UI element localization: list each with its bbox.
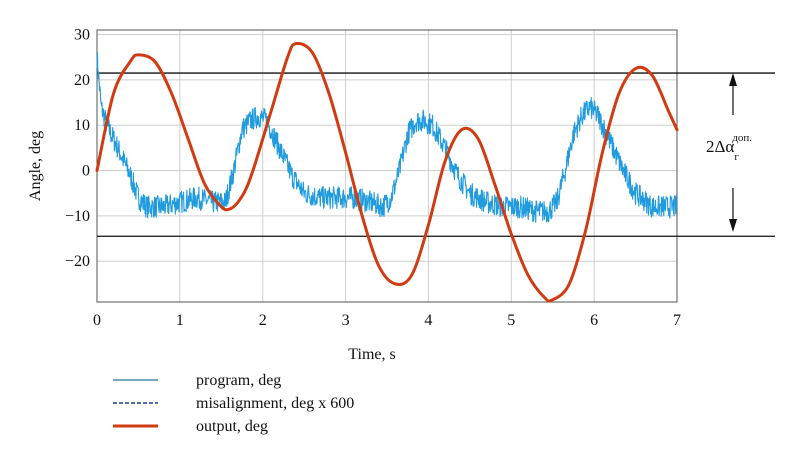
y-tick-label: 0 [82,163,90,180]
y-tick-label: 20 [74,72,90,89]
legend: program, deg misalignment, deg x 600 outpu… [113,372,354,435]
y-tick-label: −20 [65,253,90,270]
series-output-line [95,41,679,303]
x-tick-label: 7 [673,312,681,329]
x-tick-label: 5 [507,312,515,329]
tolerance-label-main: 2Δα [706,137,734,156]
tolerance-annotation: 2Δαг доп. [706,73,752,232]
y-axis-title: Angle, deg [27,131,44,201]
x-tick-label: 2 [259,312,267,329]
series-program-line [96,52,678,223]
y-tick-label: −10 [65,208,90,225]
legend-label: program, deg [196,372,281,389]
tick-labels: 0 1 2 3 4 5 6 7 −20 −10 0 10 20 30 [65,27,681,329]
reference-lines [97,72,775,237]
y-tick-label: 10 [74,117,90,134]
y-tick-label: 30 [74,27,90,44]
series-layer [95,41,679,303]
x-tick-label: 4 [424,312,432,329]
x-tick-label: 0 [93,312,101,329]
tolerance-label-subscript: г [734,151,739,163]
x-axis-title: Time, s [348,346,395,363]
tolerance-arrowhead-up [729,73,737,86]
tolerance-label-superscript: доп. [732,132,752,144]
tolerance-arrowhead-down [729,219,737,232]
x-tick-label: 6 [590,312,598,329]
x-tick-label: 3 [342,312,350,329]
grid [96,30,678,302]
legend-label: misalignment, deg x 600 [196,395,354,412]
legend-label: output, deg [196,418,268,435]
tolerance-label: 2Δαг доп. [706,132,752,163]
x-tick-label: 1 [176,312,184,329]
